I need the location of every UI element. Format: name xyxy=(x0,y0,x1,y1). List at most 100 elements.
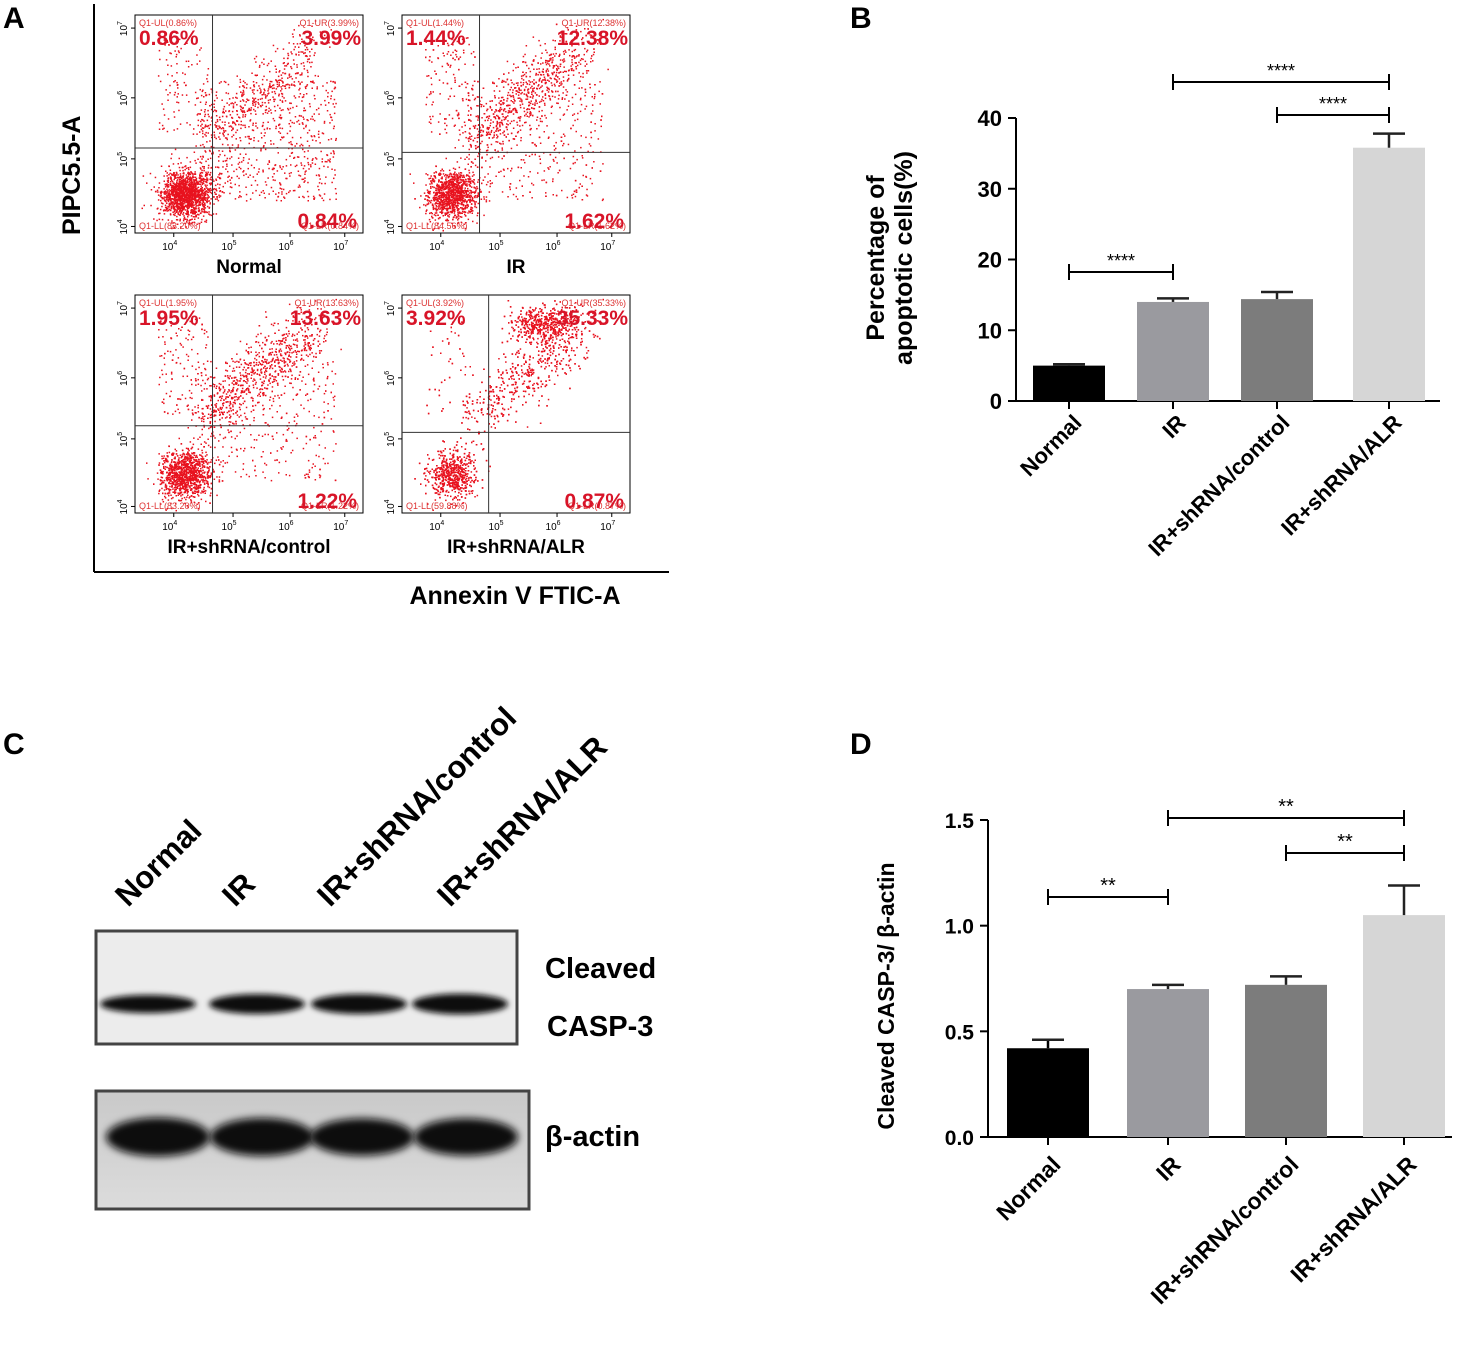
flow-y-axis-label: PIPC5.5-A xyxy=(58,116,86,235)
significance-label: ** xyxy=(1278,796,1294,818)
flow-gate-ur: Q1-UR(13.63%) xyxy=(294,298,359,308)
flow-y-tick-exp: 7 xyxy=(117,21,124,25)
flow-plot-label: IR+shRNA/ALR xyxy=(447,537,585,558)
flow-pct-ur: 35.33% xyxy=(557,307,629,330)
flow-y-tick-label: 107 xyxy=(384,301,397,316)
flow-x-tick-exp: 7 xyxy=(344,520,348,527)
casp3-band xyxy=(412,993,508,1015)
flow-x-tick-exp: 6 xyxy=(290,520,294,527)
flow-y-tick-exp: 7 xyxy=(384,301,391,305)
flow-gate-ll: Q1-LL(83.20%) xyxy=(139,501,201,511)
x-tick-label: Normal xyxy=(991,1151,1065,1225)
flow-y-tick-exp: 7 xyxy=(384,21,391,25)
flow-pct-lr: 0.87% xyxy=(564,490,624,513)
flow-plot-label: IR xyxy=(507,257,526,278)
flow-y-tick-exp: 6 xyxy=(117,371,124,375)
flow-y-tick-label: 105 xyxy=(384,432,397,447)
flow-y-tick-label: 105 xyxy=(117,152,130,167)
flow-y-tick-exp: 5 xyxy=(117,432,124,436)
flow-plot-label: Normal xyxy=(216,257,281,278)
flow-x-tick-label: 105 xyxy=(222,520,237,533)
flow-x-tick-exp: 4 xyxy=(440,520,444,527)
panel-letter-b: B xyxy=(850,2,872,35)
bar-Normal xyxy=(1033,365,1105,401)
flow-plot-1: Q1-UL(0.86%) Q1-UR(3.99%) Q1-LL(83.20%) Q1-… xyxy=(117,14,364,278)
bar-Normal xyxy=(1007,1048,1089,1137)
flow-y-tick-label: 106 xyxy=(117,91,130,106)
flow-y-tick-exp: 4 xyxy=(117,219,124,223)
flow-x-tick-label: 104 xyxy=(429,520,444,533)
flow-x-tick-label: 104 xyxy=(162,520,177,533)
flow-plot-2: Q1-UL(1.44%) Q1-UR(12.38%) Q1-LL(84.56%) Q1… xyxy=(384,14,631,278)
casp3-blot-frame xyxy=(94,929,519,1046)
panel-letter-d: D xyxy=(850,728,872,761)
flow-gate-lr: Q1-LR(0.87%) xyxy=(568,501,626,511)
flow-x-tick-label: 107 xyxy=(600,520,615,533)
y-axis-label: Cleaved CASP-3/ β-actin xyxy=(873,862,899,1129)
significance-label: **** xyxy=(1267,61,1295,81)
casp3-bands xyxy=(100,993,508,1015)
flow-gate-ul: Q1-UL(1.44%) xyxy=(406,18,464,28)
y-tick-label: 0.5 xyxy=(945,1021,975,1044)
flow-plot-frame xyxy=(134,14,364,234)
flow-pct-ur: 12.38% xyxy=(557,27,629,50)
significance-label: **** xyxy=(1319,94,1347,114)
x-tick-label: Normal xyxy=(1015,410,1086,481)
flow-gate-lr: Q1-LR(1.22%) xyxy=(301,501,359,511)
significance-label: ** xyxy=(1337,831,1353,853)
flow-gate-lr: Q1-LR(0.84%) xyxy=(301,221,359,231)
flow-x-tick-exp: 5 xyxy=(233,520,237,527)
flow-x-tick-label: 106 xyxy=(279,520,294,533)
flow-y-tick-exp: 5 xyxy=(384,432,391,436)
flow-dot-cloud xyxy=(414,298,604,511)
flow-plot-3: Q1-UL(1.95%) Q1-UR(13.63%) Q1-LL(83.20%) Q1… xyxy=(117,294,364,558)
flow-x-tick-label: 104 xyxy=(162,240,177,253)
flow-dot-cloud xyxy=(141,20,337,230)
flow-x-axis-label: Annexin V FTIC-A xyxy=(409,582,620,610)
lane-label: Normal xyxy=(108,813,208,913)
flow-gate-ll: Q1-LL(84.56%) xyxy=(406,221,468,231)
actin-band xyxy=(310,1118,414,1156)
flow-x-tick-label: 106 xyxy=(546,240,561,253)
flow-x-tick-label: 105 xyxy=(489,240,504,253)
significance-label: ** xyxy=(1100,875,1116,897)
chart-b: 0 10 20 30 40 Percentage of apoptotic cells(%)… xyxy=(862,61,1440,561)
flow-y-tick-label: 104 xyxy=(384,499,397,514)
casp3-label-line1: Cleaved xyxy=(545,953,656,985)
flow-y-tick-label: 107 xyxy=(117,301,130,316)
lane-label: IR+shRNA/control xyxy=(310,700,523,913)
x-tick-label: IR xyxy=(1157,410,1190,443)
flow-x-tick-label: 105 xyxy=(222,240,237,253)
flow-y-tick-exp: 4 xyxy=(384,499,391,503)
flow-x-tick-label: 107 xyxy=(600,240,615,253)
x-tick-label: IR+shRNA/ALR xyxy=(1285,1151,1422,1288)
y-tick-label: 20 xyxy=(978,248,1002,273)
flow-y-tick-label: 104 xyxy=(384,219,397,234)
flow-x-tick-exp: 4 xyxy=(440,240,444,247)
casp3-band xyxy=(311,994,407,1014)
y-tick-label: 10 xyxy=(978,318,1002,343)
flow-y-tick-label: 106 xyxy=(117,371,130,386)
flow-pct-ul: 1.44% xyxy=(406,27,466,50)
flow-x-tick-label: 107 xyxy=(333,240,348,253)
flow-gate-ll: Q1-LL(83.20%) xyxy=(139,221,201,231)
flow-pct-lr: 1.22% xyxy=(297,490,357,513)
flow-y-tick-exp: 4 xyxy=(117,499,124,503)
chart-d: 0.0 0.5 1.0 1.5 Cleaved CASP-3/ β-actin Norma… xyxy=(873,796,1452,1309)
actin-band xyxy=(210,1118,314,1156)
flow-x-tick-label: 104 xyxy=(429,240,444,253)
y-tick-label: 30 xyxy=(978,177,1002,202)
flow-x-tick-label: 105 xyxy=(489,520,504,533)
panel-letter-a: A xyxy=(3,2,25,35)
flow-y-tick-exp: 6 xyxy=(384,91,391,95)
flow-y-tick-label: 105 xyxy=(117,432,130,447)
y-tick-label: 0.0 xyxy=(945,1127,974,1150)
bar-IR+shRNA/ALR xyxy=(1353,147,1425,401)
flow-x-tick-exp: 6 xyxy=(557,240,561,247)
flow-y-tick-label: 106 xyxy=(384,91,397,106)
casp3-label-line2: CASP-3 xyxy=(547,1011,653,1043)
flow-x-tick-label: 106 xyxy=(279,240,294,253)
flow-x-tick-label: 106 xyxy=(546,520,561,533)
flow-x-tick-exp: 4 xyxy=(173,240,177,247)
